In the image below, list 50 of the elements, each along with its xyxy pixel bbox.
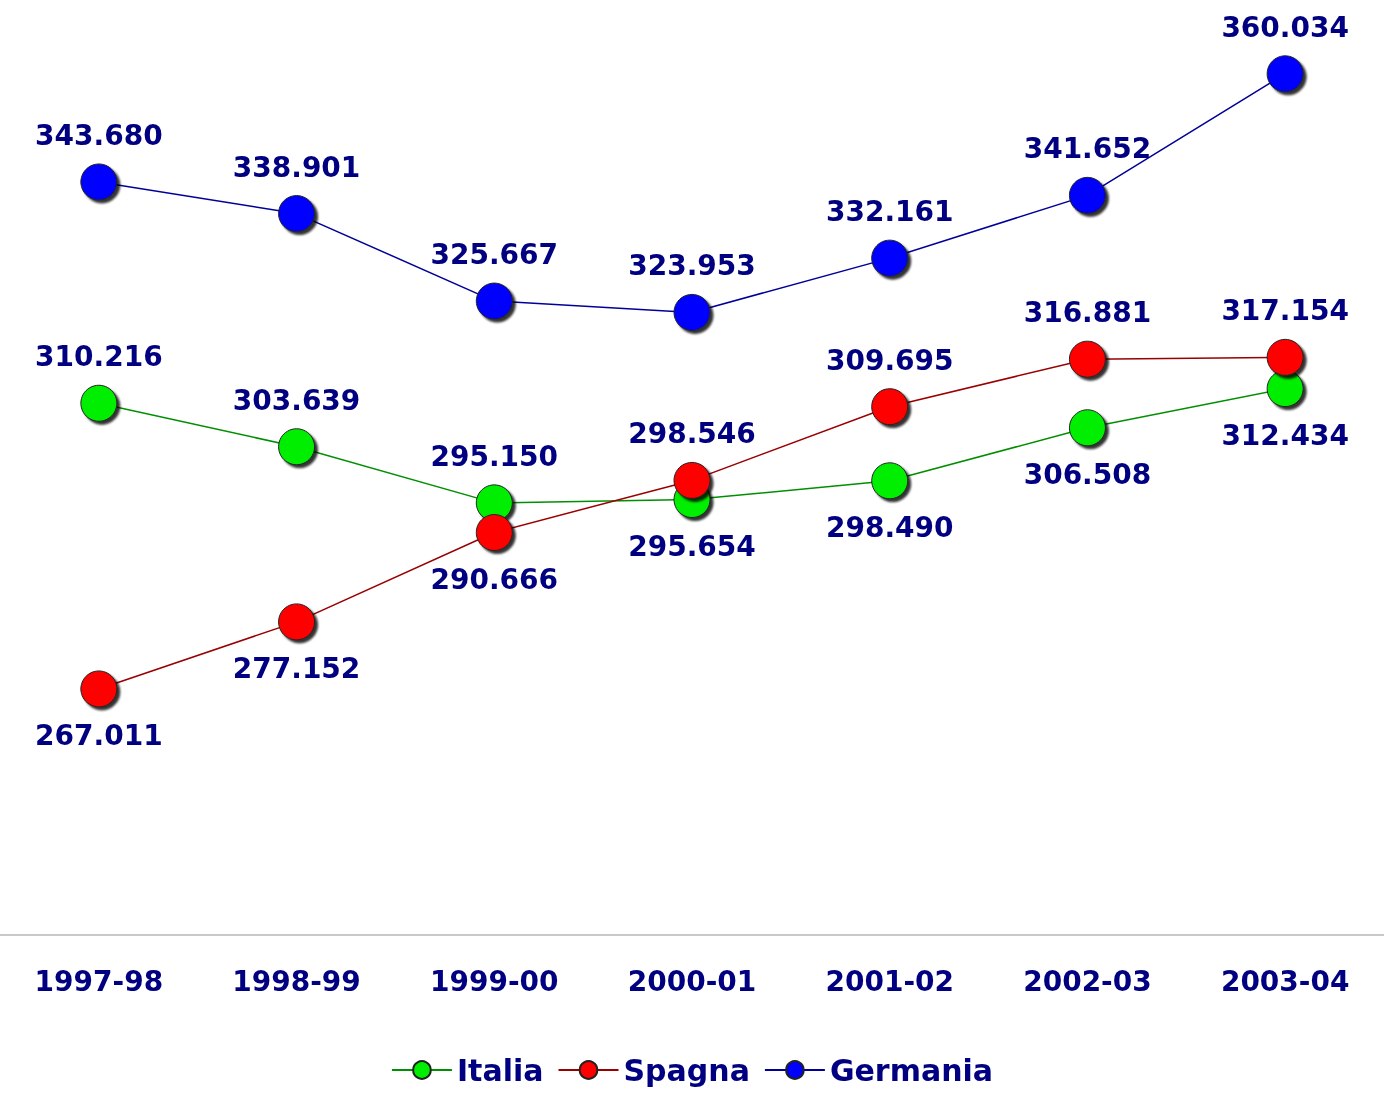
- legend-label: Germania: [829, 1052, 994, 1088]
- point: [871, 239, 909, 277]
- data-label: 298.546: [628, 417, 756, 451]
- point: [871, 462, 909, 500]
- point: [1068, 340, 1106, 378]
- data-label: 309.695: [825, 343, 954, 377]
- x-tick-label: 1999-00: [430, 964, 559, 998]
- point: [80, 670, 118, 708]
- data-label: 338.901: [232, 150, 361, 184]
- data-label: 290.666: [430, 562, 559, 596]
- point: [871, 388, 909, 426]
- data-label: 310.216: [35, 340, 163, 374]
- data-label: 323.953: [628, 249, 756, 283]
- data-label: 341.652: [1023, 132, 1152, 166]
- data-label: 312.434: [1221, 418, 1349, 452]
- point: [673, 461, 711, 499]
- data-label: 298.490: [825, 510, 954, 544]
- data-label: 325.667: [430, 238, 559, 272]
- data-label: 332.161: [825, 195, 954, 229]
- point: [673, 293, 711, 331]
- legend-label: Italia: [456, 1052, 544, 1088]
- x-tick-label: 2003-04: [1220, 964, 1350, 998]
- point: [475, 514, 513, 552]
- point: [1266, 370, 1304, 408]
- data-label: 277.152: [232, 651, 361, 685]
- data-label: 316.881: [1023, 296, 1152, 330]
- data-label: 306.508: [1023, 457, 1152, 491]
- data-label: 303.639: [232, 383, 361, 417]
- point: [475, 282, 513, 320]
- data-label: 360.034: [1221, 10, 1349, 44]
- x-tick-label: 2000-01: [627, 964, 757, 998]
- point: [1068, 176, 1106, 214]
- x-tick-label: 2001-02: [825, 964, 954, 998]
- point: [80, 163, 118, 201]
- point: [1068, 409, 1106, 447]
- data-label: 295.150: [430, 439, 559, 473]
- point: [1266, 338, 1304, 376]
- legend-label: Spagna: [623, 1052, 750, 1088]
- point: [278, 428, 316, 466]
- point: [1266, 55, 1304, 93]
- data-label: 317.154: [1221, 294, 1349, 328]
- data-label: 267.011: [35, 718, 163, 752]
- data-label: 343.680: [35, 118, 163, 152]
- point: [278, 603, 316, 641]
- x-tick-label: 2002-03: [1023, 964, 1152, 998]
- x-tick-label: 1998-99: [232, 964, 361, 998]
- x-tick-label: 1997-98: [34, 964, 164, 998]
- point: [80, 384, 118, 422]
- point: [278, 195, 316, 233]
- data-label: 295.654: [628, 529, 756, 563]
